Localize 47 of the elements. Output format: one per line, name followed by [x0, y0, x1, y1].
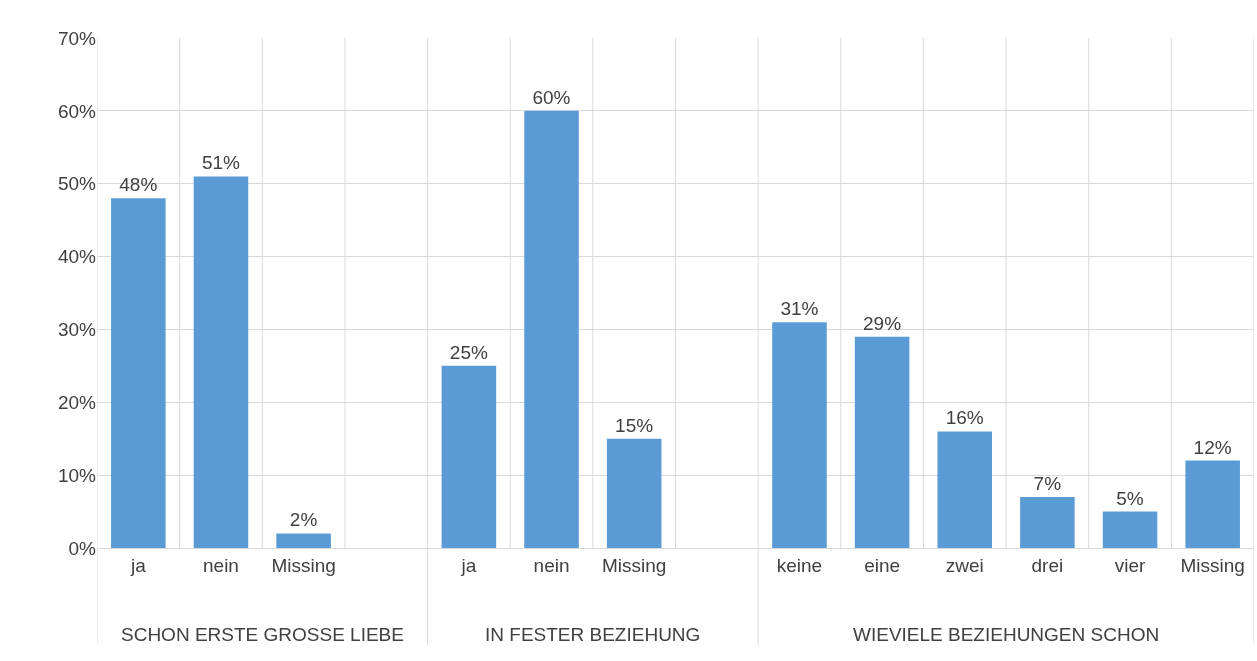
x-tick-label: nein: [203, 554, 239, 576]
x-tick-label: eine: [864, 554, 901, 576]
x-tick-label: nein: [533, 554, 570, 576]
y-tick-label: 0%: [68, 537, 97, 559]
data-label: 12%: [1193, 436, 1232, 458]
bar: [524, 110, 579, 548]
bar: [441, 365, 497, 548]
y-tick-label: 10%: [57, 464, 97, 486]
data-label: 60%: [532, 86, 571, 108]
text: WIEVIELE BEZIEHUNGEN SCHON: [853, 624, 1160, 645]
x-tick-label: Missing: [1180, 554, 1245, 576]
x-tick-label: zwei: [945, 554, 984, 576]
x-tick-label: keine: [776, 554, 823, 576]
bar: [1102, 511, 1158, 548]
bar: [276, 533, 331, 548]
bar: [1020, 497, 1075, 548]
y-tick-label: 70%: [57, 27, 97, 49]
y-tick-label: 30%: [57, 319, 97, 341]
x-tick-label: ja: [129, 554, 147, 576]
data-label: 2%: [289, 509, 318, 531]
data-label: 31%: [780, 298, 819, 320]
x-tick-label: vier: [1114, 554, 1147, 576]
x-tick-label: Missing: [271, 554, 336, 576]
x-tick-label: drei: [1031, 554, 1064, 576]
x-tick-label: ja: [460, 554, 477, 576]
data-label: 29%: [863, 312, 902, 334]
bar: [772, 322, 827, 548]
data-label: 7%: [1033, 473, 1062, 494]
bar: [606, 438, 662, 548]
data-label: 5%: [1116, 487, 1144, 509]
data-label: 15%: [615, 414, 654, 436]
data-label: 51%: [201, 152, 241, 174]
bar: [193, 176, 249, 548]
bar: [1185, 460, 1240, 548]
bar: [937, 431, 993, 548]
text: SCHON ERSTE GROSSE LIEBE: [121, 624, 404, 645]
text: IN FESTER BEZIEHUNG: [485, 624, 701, 645]
bar: [111, 198, 166, 548]
x-tick-label: Missing: [601, 554, 667, 576]
y-tick-label: 50%: [57, 173, 97, 195]
y-tick-label: 20%: [57, 391, 97, 413]
y-tick-label: 60%: [57, 100, 97, 122]
data-label: 25%: [449, 341, 488, 363]
data-label: 48%: [119, 174, 158, 196]
y-tick-label: 40%: [57, 246, 97, 268]
data-label: 16%: [945, 407, 984, 429]
bar: [854, 336, 910, 548]
